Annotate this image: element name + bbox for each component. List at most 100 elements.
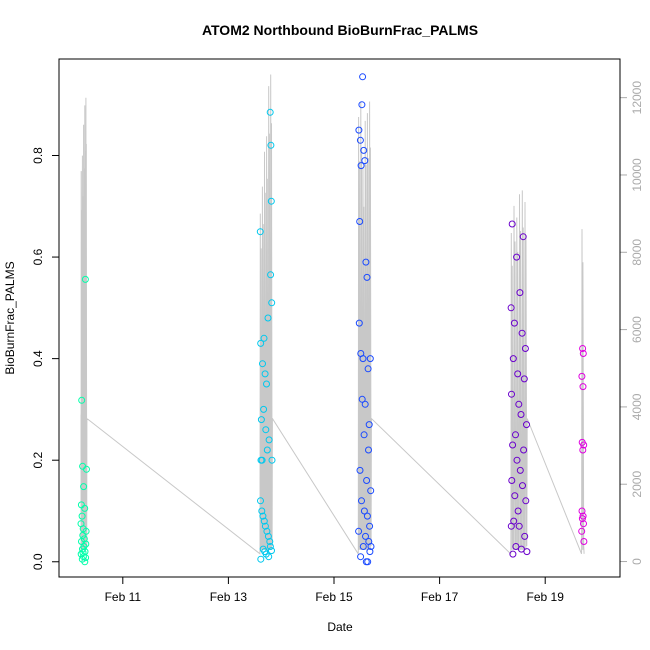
data-point — [523, 548, 531, 556]
y2-tick-label: 2000 — [630, 471, 644, 498]
data-point — [579, 345, 587, 352]
data-point — [257, 339, 265, 347]
data-point — [509, 441, 517, 449]
data-point — [366, 548, 374, 556]
data-point — [361, 157, 369, 165]
data-point — [358, 497, 365, 505]
data-point — [80, 483, 88, 491]
data-point — [261, 370, 269, 378]
data-point — [81, 558, 89, 566]
data-point — [508, 390, 515, 398]
data-point — [367, 487, 375, 495]
data-point — [362, 258, 370, 266]
data-point — [360, 146, 368, 154]
y-tick-label: 0.8 — [31, 147, 45, 164]
data-point — [263, 527, 271, 535]
data-point — [261, 522, 269, 530]
data-point — [267, 197, 275, 205]
data-point — [363, 512, 371, 520]
data-point — [579, 446, 587, 454]
data-point — [578, 527, 586, 535]
data-point — [507, 522, 515, 530]
data-point — [258, 456, 266, 464]
data-point — [257, 416, 265, 424]
data-point — [516, 466, 524, 474]
axes-layer: Feb 11 Feb 13 Feb 15 Feb 17 Feb 19 0.0 0.2 0.4 0… — [31, 81, 644, 604]
data-point — [355, 527, 363, 535]
data-point — [522, 497, 530, 505]
data-point — [81, 504, 89, 512]
data-point — [514, 370, 522, 378]
data-point — [513, 456, 521, 464]
data-point — [356, 218, 364, 225]
data-point — [359, 543, 367, 550]
x-tick-label: Feb 17 — [421, 590, 459, 604]
x-axis-label: Date — [327, 620, 353, 634]
data-point — [260, 405, 268, 413]
data-point — [266, 538, 274, 545]
data-point — [268, 547, 275, 555]
data-point — [260, 517, 268, 525]
data-point — [355, 126, 363, 134]
x-tick-label: Feb 11 — [105, 590, 142, 604]
y2-tick-label: 6000 — [630, 316, 644, 343]
data-point — [357, 162, 365, 170]
data-point — [257, 555, 265, 563]
data-point — [519, 482, 526, 490]
data-point — [363, 273, 371, 281]
y-tick-label: 0.0 — [31, 553, 45, 570]
data-point — [512, 431, 519, 439]
data-point — [365, 446, 372, 454]
data-point — [513, 253, 521, 261]
data-point — [360, 507, 368, 515]
data-point — [578, 507, 586, 515]
y-tick-label: 0.2 — [31, 452, 45, 469]
data-point — [268, 299, 276, 307]
y2-tick-label: 8000 — [630, 239, 644, 266]
data-point — [507, 304, 515, 312]
data-point — [355, 319, 363, 327]
data-point — [521, 532, 529, 540]
data-point — [511, 492, 519, 500]
y2-tick-label: 0 — [630, 558, 644, 565]
data-point — [578, 372, 586, 380]
data-point — [266, 543, 274, 550]
data-point — [509, 355, 517, 363]
data-point — [258, 507, 266, 515]
data-point — [260, 334, 268, 342]
data-point — [264, 532, 272, 540]
data-point — [517, 545, 525, 553]
data-point — [81, 275, 89, 283]
data-point — [520, 446, 528, 454]
data-point — [356, 136, 364, 144]
data-point — [263, 446, 271, 454]
data-point — [514, 507, 522, 515]
data-point — [517, 411, 525, 418]
data-point — [516, 289, 524, 297]
plot-frame — [58, 58, 621, 578]
data-point — [256, 228, 264, 236]
data-point — [83, 465, 90, 473]
x-tick-label: Feb 15 — [315, 590, 353, 604]
y-tick-label: 0.4 — [31, 350, 45, 367]
data-point — [268, 456, 276, 464]
data-point — [580, 538, 588, 545]
y-axis-label: BioBurnFrac_PALMS — [3, 261, 17, 374]
y2-tick-label: 4000 — [630, 393, 644, 420]
data-point — [264, 314, 272, 322]
data-point — [259, 360, 266, 368]
data-point — [359, 73, 367, 81]
data-point — [520, 375, 528, 383]
data-point — [267, 271, 275, 279]
data-point — [515, 400, 523, 408]
data-point — [263, 380, 270, 388]
data-point — [365, 421, 373, 429]
data-point — [262, 426, 270, 434]
data-point — [78, 396, 86, 404]
data-point — [580, 520, 587, 528]
data-point — [265, 436, 273, 444]
y2-tick-label: 12000 — [630, 81, 644, 115]
data-point — [366, 355, 374, 363]
data-point — [357, 553, 365, 561]
